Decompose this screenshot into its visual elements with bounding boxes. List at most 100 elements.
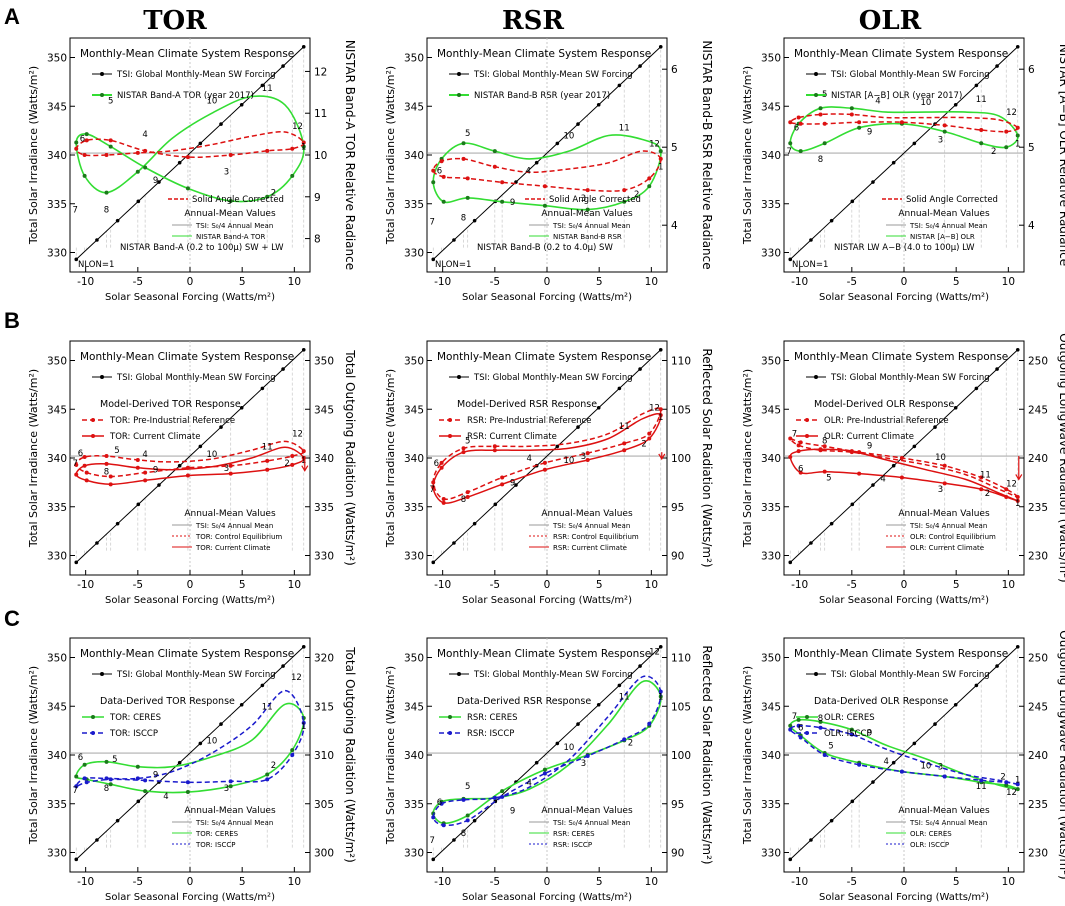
tsi-line bbox=[75, 646, 305, 860]
series-point bbox=[857, 471, 862, 476]
tsi-line bbox=[789, 646, 1019, 860]
legend-marker bbox=[100, 93, 104, 97]
series-point bbox=[1015, 495, 1020, 499]
tsi-point bbox=[617, 683, 622, 688]
series-point bbox=[290, 173, 295, 178]
series-point bbox=[979, 141, 984, 146]
legend-label: OLR: Current Climate bbox=[824, 432, 914, 442]
y2-tick-label: 4 bbox=[1028, 220, 1035, 232]
x-tick-label: 10 bbox=[645, 276, 658, 288]
annual-legend-label: OLR: Current Climate bbox=[910, 544, 984, 552]
month-label: 8 bbox=[822, 436, 827, 446]
y2-tick-label: 100 bbox=[671, 750, 691, 762]
y-tick-label: 335 bbox=[761, 799, 781, 811]
series-point bbox=[74, 472, 79, 477]
tsi-point bbox=[177, 160, 182, 165]
series-point bbox=[1004, 495, 1009, 499]
tsi-point bbox=[136, 199, 141, 204]
series-point bbox=[788, 727, 793, 732]
legend-label: Solid Angle Corrected bbox=[906, 195, 998, 205]
column-title-tor: TOR bbox=[143, 6, 207, 36]
x-tick-label: -10 bbox=[434, 876, 451, 888]
series-point bbox=[542, 203, 547, 208]
month-label: 9 bbox=[510, 478, 515, 488]
series-point bbox=[143, 470, 148, 475]
month-label: 4 bbox=[884, 757, 889, 767]
change-arrow-head bbox=[658, 453, 666, 461]
y-tick-label: 335 bbox=[47, 199, 67, 211]
annual-legend-title: Annual-Mean Values bbox=[184, 806, 276, 816]
y-tick-label: 350 bbox=[404, 356, 424, 368]
series-point bbox=[647, 431, 652, 436]
series-point bbox=[135, 776, 140, 781]
x-tick-label: 5 bbox=[953, 579, 960, 591]
tsi-point bbox=[974, 683, 979, 688]
x-tick-label: -10 bbox=[791, 876, 808, 888]
series-point bbox=[788, 120, 793, 125]
x-tick-label: 0 bbox=[901, 276, 908, 288]
series-point bbox=[1004, 780, 1009, 785]
sublegend-title: Data-Derived OLR Response bbox=[814, 696, 949, 707]
series-point bbox=[228, 471, 233, 476]
month-label: 1 bbox=[658, 413, 663, 423]
series-point bbox=[500, 180, 505, 185]
y-axis-label: Total Solar Irradiance (Watts/m²) bbox=[741, 666, 754, 845]
y2-tick-label: 250 bbox=[1028, 653, 1048, 665]
x-axis-label: Solar Seasonal Forcing (Watts/m²) bbox=[105, 595, 275, 606]
series-point bbox=[461, 450, 466, 455]
nlon-label: NLON=1 bbox=[792, 260, 828, 270]
tsi-point bbox=[596, 405, 601, 410]
y-tick-label: 330 bbox=[404, 551, 424, 563]
sublegend-title: Model-Derived RSR Response bbox=[457, 399, 597, 410]
y-tick-label: 350 bbox=[404, 53, 424, 65]
series-point bbox=[822, 121, 827, 126]
annual-legend-label: TOR: ISCCP bbox=[195, 841, 236, 849]
annual-legend-label: TSI: S₀/4 Annual Mean bbox=[909, 522, 987, 530]
y-tick-label: 340 bbox=[47, 453, 67, 465]
tsi-point bbox=[281, 64, 285, 68]
month-label: 6 bbox=[434, 459, 439, 469]
series-point bbox=[431, 168, 436, 173]
series-point bbox=[818, 106, 823, 111]
tsi-point bbox=[260, 386, 265, 391]
y2-tick-label: 300 bbox=[314, 848, 334, 860]
month-label: 7 bbox=[73, 786, 78, 796]
x-tick-label: -10 bbox=[434, 579, 451, 591]
month-label: 7 bbox=[787, 147, 792, 157]
y2-axis-label: Outgoing LongWave Radiation (Watts/m²) bbox=[1057, 630, 1065, 879]
series-point bbox=[104, 190, 109, 195]
sublegend-title: Model-Derived TOR Response bbox=[100, 399, 241, 410]
month-label: 12 bbox=[649, 403, 660, 413]
tsi-point bbox=[281, 367, 285, 371]
series-line bbox=[789, 724, 1019, 786]
month-label: 2 bbox=[985, 489, 990, 499]
series-point bbox=[431, 180, 436, 185]
series-point bbox=[1015, 498, 1020, 503]
month-label: 10 bbox=[563, 132, 574, 142]
annual-legend-label: NISTAR Band-B RSR bbox=[553, 233, 622, 241]
y-axis-label: Total Solar Irradiance (Watts/m²) bbox=[384, 666, 397, 845]
sublegend-title: Data-Derived RSR Response bbox=[457, 696, 591, 707]
month-label: 9 bbox=[510, 807, 515, 817]
month-label: 7 bbox=[792, 712, 797, 722]
tsi-point bbox=[891, 463, 896, 468]
series-point bbox=[796, 443, 801, 448]
tsi-point bbox=[115, 818, 120, 823]
series-point bbox=[439, 159, 444, 164]
month-label: 1 bbox=[658, 693, 663, 703]
series-point bbox=[135, 764, 140, 769]
x-axis-label: Solar Seasonal Forcing (Watts/m²) bbox=[462, 892, 632, 903]
month-label: 3 bbox=[938, 485, 943, 495]
legend-marker bbox=[448, 715, 452, 719]
series-point bbox=[658, 156, 663, 161]
month-label: 9 bbox=[867, 729, 872, 739]
month-label: 6 bbox=[798, 724, 803, 734]
series-point bbox=[658, 149, 663, 154]
series-point bbox=[135, 169, 140, 174]
y2-tick-label: 235 bbox=[1028, 502, 1048, 514]
y2-tick-label: 110 bbox=[671, 653, 691, 665]
month-label: 11 bbox=[262, 442, 273, 452]
series-point bbox=[492, 164, 497, 169]
legend-label: TSI: Global Monthly-Mean SW Forcing bbox=[830, 670, 990, 680]
x-axis-label: Solar Seasonal Forcing (Watts/m²) bbox=[819, 892, 989, 903]
